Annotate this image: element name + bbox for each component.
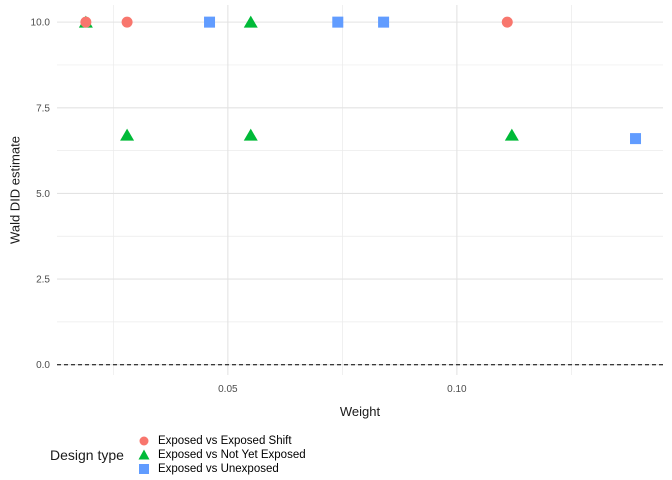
point-circle xyxy=(121,16,133,28)
legend-item-label: Exposed vs Exposed Shift xyxy=(157,435,292,447)
legend-item: Exposed vs Unexposed xyxy=(137,462,306,476)
point-circle xyxy=(501,16,513,28)
legend-item-label: Exposed vs Not Yet Exposed xyxy=(157,449,306,461)
point-square xyxy=(204,16,216,28)
x-tick-label: 0.10 xyxy=(447,384,467,395)
x-tick-label: 0.05 xyxy=(218,384,238,395)
legend-key-triangle-icon xyxy=(138,449,150,460)
legend-title: Design type xyxy=(50,447,124,463)
point-square xyxy=(378,16,390,28)
legend-items: Exposed vs Exposed Shift Exposed vs Not Y… xyxy=(137,434,319,476)
y-tick-label: 5.0 xyxy=(36,189,50,200)
y-tick-label: 10.0 xyxy=(31,18,51,29)
point-triangle xyxy=(120,128,135,141)
x-axis-title: Weight xyxy=(339,404,381,419)
y-axis-title: Wald DID estimate xyxy=(7,136,23,244)
point-square xyxy=(332,16,344,28)
legend-item: Exposed vs Not Yet Exposed xyxy=(137,448,306,462)
legend-item-label: Exposed vs Unexposed xyxy=(157,463,279,475)
legend-key-circle-icon xyxy=(139,436,149,446)
point-circle xyxy=(80,16,92,28)
y-tick-label: 7.5 xyxy=(36,103,50,114)
legend: Design type Exposed vs Exposed Shift Expo… xyxy=(50,435,319,475)
legend-item: Exposed vs Exposed Shift xyxy=(137,434,306,448)
y-tick-label: 0.0 xyxy=(36,360,50,371)
point-square xyxy=(630,133,642,145)
point-triangle xyxy=(243,15,258,28)
point-triangle xyxy=(504,128,519,141)
y-tick-label: 2.5 xyxy=(36,275,50,286)
point-triangle xyxy=(243,128,258,141)
legend-key-square-icon xyxy=(138,464,149,474)
